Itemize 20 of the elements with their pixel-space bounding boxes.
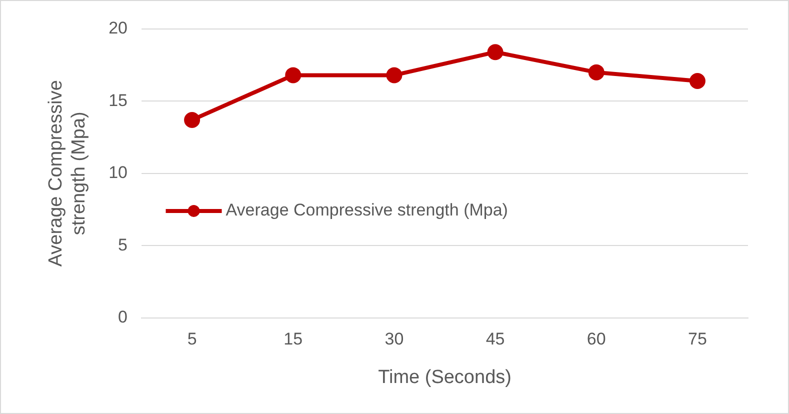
y-tick-label: 5 — [118, 235, 128, 254]
x-tick-label: 30 — [384, 330, 404, 349]
legend-label: Average Compressive strength (Mpa) — [226, 200, 508, 220]
y-axis-title: Average Compressive strength (Mpa) — [46, 80, 90, 267]
point — [386, 67, 402, 84]
x-tick-label: 15 — [284, 330, 303, 349]
point — [285, 67, 302, 84]
x-tick-label: 75 — [688, 330, 707, 349]
x-tick-label: 60 — [586, 330, 606, 349]
point — [689, 72, 706, 89]
y-tick-label: 15 — [108, 90, 128, 110]
point — [588, 64, 604, 80]
y-tick-label: 0 — [118, 307, 128, 326]
x-tick-label: 45 — [486, 330, 505, 349]
point — [184, 112, 200, 128]
y-tick-label: 20 — [108, 18, 128, 38]
x-axis-title: Time (Seconds) — [378, 366, 512, 388]
point — [487, 44, 504, 60]
y-tick-label: 10 — [108, 163, 128, 182]
x-tick-label: 5 — [187, 330, 197, 349]
